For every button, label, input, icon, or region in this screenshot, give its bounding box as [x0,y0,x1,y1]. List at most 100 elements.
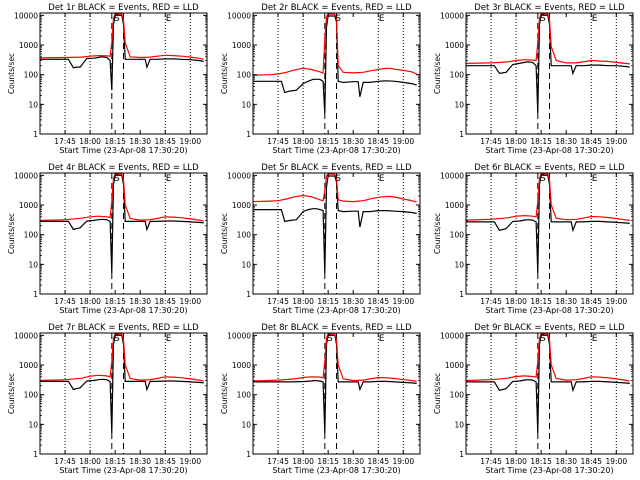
series-line-lld [39,13,204,60]
y-tick-label: 100 [450,391,465,400]
x-tick-label: 19:00 [605,297,627,306]
x-tick-label: 18:30 [129,457,151,466]
marker-e: E [379,334,385,344]
y-tick-label: 10000 [14,171,38,180]
marker-s: S [114,14,120,24]
series-line-lld [252,173,417,203]
panel-title: Det 4r BLACK = Events, RED = LLD [48,163,199,173]
y-tick-label: 1000 [232,361,251,370]
y-tick-label: 10000 [227,11,251,20]
x-tick-label: 19:00 [605,137,627,146]
y-tick-label: 1000 [232,41,251,50]
marker-s: S [327,334,333,344]
x-tick-label: 18:15 [317,457,339,466]
x-tick-label: 18:00 [79,137,101,146]
x-tick-label: 17:45 [480,137,502,146]
plot-frame [465,172,634,295]
y-axis-label: Counts/sec [7,213,16,254]
y-tick-label: 10000 [14,331,38,340]
y-axis-label: Counts/sec [220,213,229,254]
panel-title: Det 3r BLACK = Events, RED = LLD [474,3,625,13]
x-tick-label: 18:30 [342,457,364,466]
y-tick-label: 10000 [440,331,464,340]
x-tick-label: 18:15 [530,137,552,146]
y-axis-label: Counts/sec [220,373,229,414]
x-tick-label: 19:00 [392,297,414,306]
x-tick-label: 18:00 [79,297,101,306]
y-axis-label: Counts/sec [433,213,442,254]
marker-s: S [540,14,546,24]
y-tick-label: 1 [246,130,251,139]
y-axis-label: Counts/sec [7,53,16,94]
x-tick-label: 18:15 [104,137,126,146]
x-tick-label: 19:00 [392,457,414,466]
x-tick-label: 18:15 [104,457,126,466]
marker-e: E [592,174,598,184]
x-tick-label: 19:00 [179,137,201,146]
series-line-lld [39,173,204,222]
y-tick-label: 100 [24,71,39,80]
x-tick-label: 18:00 [505,297,527,306]
plot-frame [252,12,421,135]
y-tick-label: 10 [454,100,464,109]
y-tick-label: 1000 [445,361,464,370]
x-tick-label: 18:15 [317,297,339,306]
y-tick-label: 10 [28,420,38,429]
x-tick-label: 18:45 [580,137,602,146]
x-tick-label: 18:45 [154,137,176,146]
series-line-events [253,175,417,274]
marker-e: E [592,334,598,344]
x-tick-label: 18:45 [580,297,602,306]
x-tick-label: 18:15 [530,457,552,466]
y-tick-label: 10000 [14,11,38,20]
y-tick-label: 100 [450,231,465,240]
y-tick-label: 100 [237,71,252,80]
x-tick-label: 19:00 [179,297,201,306]
y-axis-label: Counts/sec [220,53,229,94]
marker-s: S [114,334,120,344]
marker-e: E [592,14,598,24]
x-axis-label: Start Time (23-Apr-08 17:30:20) [485,146,613,155]
x-axis-label: Start Time (23-Apr-08 17:30:20) [59,146,187,155]
x-tick-label: 18:45 [367,457,389,466]
panel-title: Det 9r BLACK = Events, RED = LLD [474,323,625,333]
y-tick-label: 10 [241,420,251,429]
x-axis-label: Start Time (23-Apr-08 17:30:20) [272,146,400,155]
x-tick-label: 19:00 [392,137,414,146]
marker-e: E [166,334,172,344]
plot-frame [252,332,421,455]
y-axis-label: Counts/sec [7,373,16,414]
x-tick-label: 18:30 [129,297,151,306]
y-tick-label: 100 [237,231,252,240]
marker-e: E [379,14,385,24]
x-tick-label: 18:45 [580,457,602,466]
y-tick-label: 100 [450,71,465,80]
y-tick-label: 100 [237,391,252,400]
x-tick-label: 18:15 [104,297,126,306]
y-tick-label: 100 [24,391,39,400]
series-line-lld [252,333,417,382]
y-tick-label: 10 [454,420,464,429]
y-tick-label: 10 [28,100,38,109]
x-tick-label: 18:30 [555,137,577,146]
x-tick-label: 18:00 [505,137,527,146]
x-tick-label: 18:30 [342,297,364,306]
panel-title: Det 7r BLACK = Events, RED = LLD [48,323,199,333]
y-tick-label: 10 [28,260,38,269]
y-tick-label: 1000 [232,201,251,210]
x-tick-label: 18:45 [154,457,176,466]
series-line-lld [252,13,417,76]
x-tick-label: 17:45 [267,297,289,306]
series-line-lld [465,333,630,382]
marker-s: S [114,174,120,184]
plot-frame [252,172,421,295]
plot-frame [39,12,208,135]
y-tick-label: 1 [246,290,251,299]
x-tick-label: 18:30 [129,137,151,146]
y-tick-label: 10 [241,100,251,109]
